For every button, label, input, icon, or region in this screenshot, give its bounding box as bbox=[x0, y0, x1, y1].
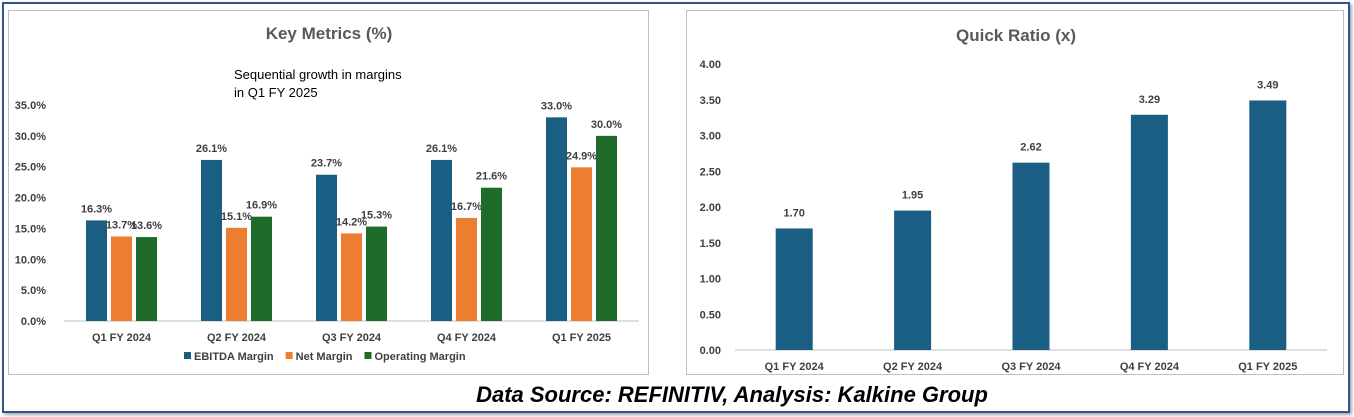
x-tick-label: Q4 FY 2024 bbox=[437, 332, 497, 344]
y-tick-label: 2.00 bbox=[700, 202, 721, 214]
data-label: 16.9% bbox=[246, 200, 277, 212]
x-tick-label: Q1 FY 2025 bbox=[1238, 361, 1297, 373]
key-metrics-chart: Key Metrics (%) Sequential growth in mar… bbox=[15, 24, 639, 363]
legend-swatch-net-margin bbox=[285, 352, 293, 359]
data-label: 1.70 bbox=[783, 207, 804, 219]
data-label: 26.1% bbox=[196, 143, 227, 155]
x-tick-label: Q1 FY 2024 bbox=[765, 361, 825, 373]
bar-net-margin bbox=[571, 167, 592, 321]
legend-swatch-ebitda-margin bbox=[184, 352, 191, 359]
data-label: 15.3% bbox=[361, 210, 392, 222]
legend-swatch-operating-margin bbox=[364, 352, 372, 359]
y-tick-label: 0.50 bbox=[700, 309, 721, 321]
x-tick-label: Q4 FY 2024 bbox=[1120, 361, 1180, 373]
legend-label-ebitda-margin: EBITDA Margin bbox=[194, 351, 274, 363]
quick-ratio-chart-panel: Quick Ratio (x) 0.00 0.50 1.00 1.50 2.00 2.50… bbox=[686, 10, 1344, 375]
y-tick-label: 0.0% bbox=[21, 316, 46, 328]
bar-net-margin bbox=[111, 236, 132, 321]
bar-ebitda-margin bbox=[546, 117, 567, 321]
y-tick-label: 2.50 bbox=[700, 166, 721, 178]
bar-quick-ratio bbox=[894, 210, 932, 350]
data-label: 24.9% bbox=[566, 150, 597, 162]
bar-net-margin bbox=[456, 217, 477, 321]
data-label: 3.49 bbox=[1257, 79, 1278, 91]
bar-quick-ratio bbox=[775, 228, 813, 350]
data-label: 16.3% bbox=[81, 203, 112, 215]
data-label: 30.0% bbox=[591, 119, 622, 131]
bar-quick-ratio bbox=[1130, 114, 1168, 350]
bar-ebitda-margin bbox=[201, 159, 222, 321]
y-tick-label: 15.0% bbox=[15, 223, 46, 235]
y-tick-label: 0.00 bbox=[700, 345, 721, 357]
legend-label-operating-margin: Operating Margin bbox=[375, 351, 466, 363]
data-label: 16.7% bbox=[451, 201, 482, 213]
bar-ebitda-margin bbox=[431, 159, 452, 321]
quick-ratio-title: Quick Ratio (x) bbox=[956, 26, 1076, 45]
key-metrics-title: Key Metrics (%) bbox=[266, 24, 393, 43]
data-label: 1.95 bbox=[902, 190, 923, 202]
y-tick-label: 25.0% bbox=[15, 162, 46, 174]
y-tick-label: 30.0% bbox=[15, 131, 46, 143]
y-tick-label: 3.50 bbox=[700, 95, 721, 107]
bar-operating-margin bbox=[251, 216, 272, 321]
bar-operating-margin bbox=[366, 226, 387, 321]
bar-ebitda-margin bbox=[316, 174, 337, 321]
data-label: 33.0% bbox=[541, 100, 572, 112]
data-label: 3.29 bbox=[1139, 94, 1160, 106]
x-tick-label: Q1 FY 2025 bbox=[552, 332, 611, 344]
bar-operating-margin bbox=[596, 135, 617, 321]
annotation-line-1: Sequential growth in margins bbox=[234, 67, 402, 82]
data-source-footer: Data Source: REFINITIV, Analysis: Kalkin… bbox=[476, 382, 988, 407]
x-tick-label: Q3 FY 2024 bbox=[1001, 361, 1061, 373]
y-tick-label: 3.00 bbox=[700, 131, 721, 143]
bar-quick-ratio bbox=[1249, 100, 1287, 350]
data-label: 13.6% bbox=[131, 220, 162, 232]
data-label: 14.2% bbox=[336, 216, 367, 228]
data-label: 21.6% bbox=[476, 171, 507, 183]
y-tick-label: 1.00 bbox=[700, 274, 721, 286]
bar-quick-ratio bbox=[1012, 162, 1050, 350]
x-tick-label: Q3 FY 2024 bbox=[322, 332, 382, 344]
bar-operating-margin bbox=[136, 237, 157, 321]
x-tick-label: Q1 FY 2024 bbox=[92, 332, 152, 344]
bar-ebitda-margin bbox=[86, 220, 107, 321]
data-label: 26.1% bbox=[426, 143, 457, 155]
y-tick-label: 20.0% bbox=[15, 193, 46, 205]
data-label: 13.7% bbox=[106, 219, 137, 231]
y-tick-label: 35.0% bbox=[15, 100, 46, 112]
bar-net-margin bbox=[226, 227, 247, 321]
data-label: 15.1% bbox=[221, 211, 252, 223]
legend-label-net-margin: Net Margin bbox=[296, 351, 353, 363]
bar-net-margin bbox=[341, 233, 362, 321]
y-tick-label: 5.0% bbox=[21, 285, 46, 297]
quick-ratio-chart: Quick Ratio (x) 0.00 0.50 1.00 1.50 2.00 2.50… bbox=[700, 26, 1327, 373]
data-label: 2.62 bbox=[1020, 142, 1041, 154]
y-tick-label: 1.50 bbox=[700, 238, 721, 250]
x-tick-label: Q2 FY 2024 bbox=[883, 361, 943, 373]
data-label: 23.7% bbox=[311, 158, 342, 170]
annotation-line-2: in Q1 FY 2025 bbox=[234, 85, 318, 100]
y-tick-label: 10.0% bbox=[15, 254, 46, 266]
bar-operating-margin bbox=[481, 187, 502, 321]
y-tick-label: 4.00 bbox=[700, 59, 721, 71]
key-metrics-chart-panel: Key Metrics (%) Sequential growth in mar… bbox=[8, 10, 649, 375]
x-tick-label: Q2 FY 2024 bbox=[207, 332, 267, 344]
